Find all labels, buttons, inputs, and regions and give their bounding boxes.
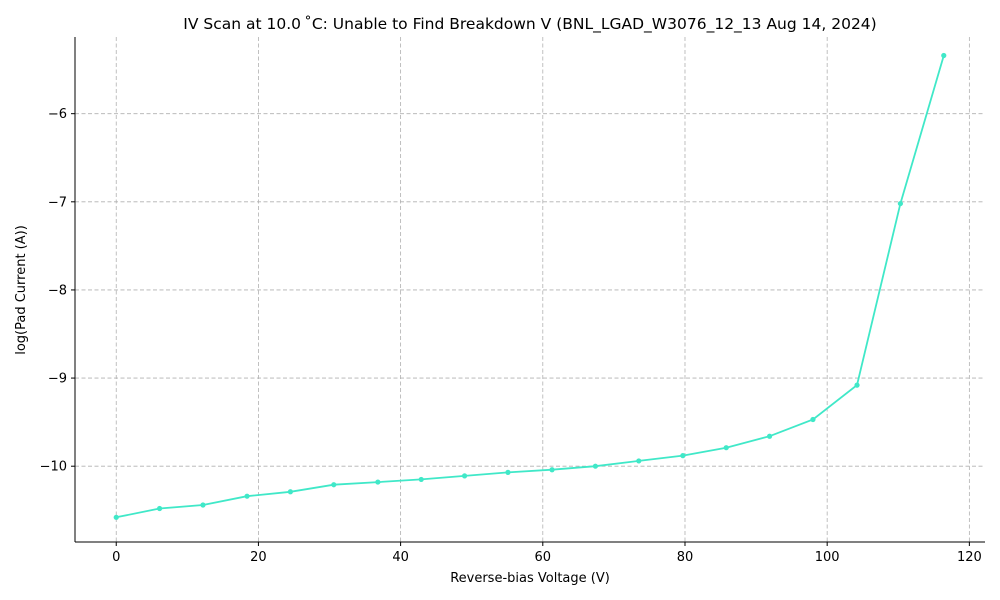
data-point: [854, 382, 860, 388]
data-point: [941, 52, 947, 59]
data-point: [418, 476, 424, 483]
chart-title: IV Scan at 10.0 ˚C: Unable to Find Break…: [183, 15, 876, 34]
data-point: [549, 467, 555, 473]
y-axis-label: log(Pad Current (A)): [14, 225, 29, 355]
data-point: [680, 453, 686, 459]
y-tick-label: −6: [48, 107, 67, 122]
data-point: [157, 505, 163, 512]
x-tick-label: 60: [535, 550, 552, 565]
data-point: [461, 473, 468, 479]
y-tick-label: −9: [48, 372, 67, 387]
x-tick-label: 80: [677, 550, 694, 565]
x-tick-label: 0: [112, 550, 120, 565]
data-point: [505, 469, 511, 475]
data-point: [897, 200, 903, 207]
data-point: [375, 479, 381, 485]
y-tick-label: −10: [40, 460, 67, 475]
series-line: [116, 55, 945, 519]
y-tick-label: −7: [48, 195, 67, 210]
ticks: 0 20 40 60 80 100 120 −10 −9 −8 −7 −6: [40, 107, 982, 565]
data-point: [287, 489, 294, 495]
data-point: [331, 482, 337, 488]
data-point: [200, 502, 206, 508]
grid: [75, 37, 985, 542]
x-tick-label: 100: [815, 550, 840, 565]
data-point: [766, 433, 773, 439]
data-point: [810, 416, 816, 423]
data-point: [113, 514, 119, 520]
y-tick-label: −8: [48, 283, 67, 298]
data-point: [636, 458, 642, 464]
x-axis-label: Reverse-bias Voltage (V): [450, 571, 610, 586]
data-point: [244, 493, 250, 499]
data-point: [592, 463, 599, 469]
x-tick-label: 20: [250, 550, 267, 565]
x-tick-label: 120: [957, 550, 982, 565]
data-point: [723, 445, 729, 451]
series: [113, 52, 947, 520]
x-tick-label: 40: [392, 550, 409, 565]
